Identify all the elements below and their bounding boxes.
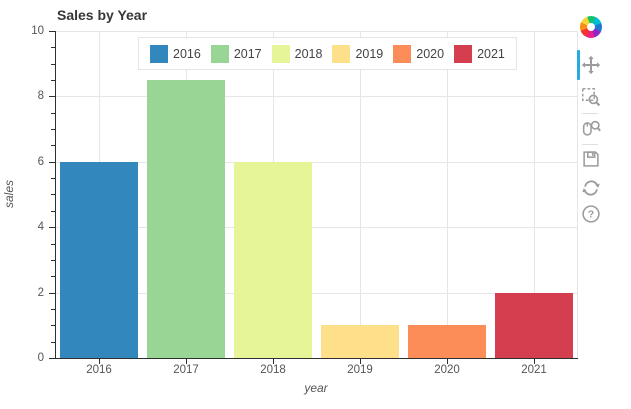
y-tick bbox=[49, 358, 55, 359]
reset-icon bbox=[582, 180, 600, 196]
gridline-y-10 bbox=[55, 31, 577, 32]
bar-2016 bbox=[60, 162, 138, 358]
legend-label: 2016 bbox=[173, 46, 201, 61]
legend-label: 2019 bbox=[355, 46, 384, 61]
x-tick-label: 2017 bbox=[173, 364, 199, 376]
help-icon: ? bbox=[582, 205, 600, 223]
y-tick bbox=[51, 342, 55, 343]
y-tick bbox=[51, 211, 55, 212]
gridline-x-2021 bbox=[534, 31, 535, 358]
legend-entry-2020: 2020 bbox=[393, 44, 445, 63]
gridline-y-2 bbox=[55, 293, 577, 294]
x-tick bbox=[99, 358, 100, 364]
gridline-x-2019 bbox=[360, 31, 361, 358]
y-tick-label: 10 bbox=[31, 25, 44, 37]
bar-2017 bbox=[147, 80, 225, 358]
y-tick-label: 8 bbox=[37, 90, 44, 102]
bar-2020 bbox=[408, 325, 486, 358]
pan-tool-button[interactable] bbox=[579, 53, 603, 77]
y-tick bbox=[51, 80, 55, 81]
y-tick-label: 2 bbox=[37, 287, 44, 299]
y-tick bbox=[51, 325, 55, 326]
pan-icon bbox=[581, 55, 601, 75]
y-tick-label: 6 bbox=[37, 156, 44, 168]
x-tick bbox=[360, 358, 361, 364]
box-zoom-icon bbox=[582, 88, 601, 107]
y-tick bbox=[51, 194, 55, 195]
reset-tool-button[interactable] bbox=[579, 176, 603, 200]
x-tick-label: 2020 bbox=[434, 364, 460, 376]
y-tick bbox=[51, 64, 55, 65]
plot-frame[interactable] bbox=[55, 31, 578, 358]
legend-entry-2016: 2016 bbox=[150, 44, 201, 63]
bar-2019 bbox=[321, 325, 399, 358]
y-tick bbox=[51, 260, 55, 261]
x-tick bbox=[273, 358, 274, 364]
y-tick bbox=[51, 145, 55, 146]
y-tick-label: 0 bbox=[37, 352, 44, 364]
x-tick bbox=[534, 358, 535, 364]
y-tick bbox=[51, 47, 55, 48]
gridline-y-4 bbox=[55, 227, 577, 228]
wheel-zoom-tool-button[interactable] bbox=[579, 116, 603, 140]
legend-entry-2017: 2017 bbox=[210, 44, 262, 63]
legend-swatch-2018 bbox=[271, 44, 290, 63]
y-axis-label: sales bbox=[2, 179, 16, 209]
y-tick bbox=[49, 96, 55, 97]
save-tool-button[interactable] bbox=[579, 147, 603, 171]
legend: 2016 2017 2018 2019 2020 2021 bbox=[138, 37, 517, 70]
y-tick bbox=[49, 162, 55, 163]
legend-swatch-2021 bbox=[454, 44, 473, 63]
x-tick bbox=[186, 358, 187, 364]
legend-label: 2021 bbox=[477, 46, 505, 61]
y-tick bbox=[51, 178, 55, 179]
y-tick bbox=[51, 129, 55, 130]
chart-title: Sales by Year bbox=[57, 7, 148, 23]
y-tick bbox=[49, 227, 55, 228]
x-axis-label: year bbox=[304, 381, 328, 395]
legend-label: 2017 bbox=[233, 46, 262, 61]
bar-2018 bbox=[234, 162, 312, 358]
x-tick-label: 2018 bbox=[260, 364, 286, 376]
gridline-x-2020 bbox=[447, 31, 448, 358]
legend-entry-2019: 2019 bbox=[332, 44, 384, 63]
gridline-y-6 bbox=[55, 162, 577, 163]
save-icon bbox=[583, 151, 599, 167]
x-tick-label: 2016 bbox=[86, 364, 112, 376]
legend-swatch-2016 bbox=[150, 44, 168, 63]
y-tick bbox=[49, 293, 55, 294]
wheel-zoom-icon bbox=[582, 120, 601, 136]
x-tick-label: 2019 bbox=[347, 364, 373, 376]
y-tick-label: 4 bbox=[37, 221, 44, 233]
legend-label: 2020 bbox=[416, 46, 445, 61]
toolbar-divider bbox=[582, 143, 598, 145]
help-tool-button[interactable]: ? bbox=[579, 202, 603, 226]
y-tick bbox=[51, 244, 55, 245]
legend-label: 2018 bbox=[294, 46, 323, 61]
svg-text:?: ? bbox=[588, 209, 594, 221]
toolbar-divider bbox=[582, 112, 598, 114]
legend-swatch-2020 bbox=[393, 44, 412, 63]
y-tick bbox=[51, 113, 55, 114]
bokeh-logo[interactable] bbox=[580, 16, 602, 38]
legend-swatch-2017 bbox=[210, 44, 229, 63]
legend-swatch-2019 bbox=[332, 44, 351, 63]
y-tick bbox=[51, 309, 55, 310]
box-zoom-tool-button[interactable] bbox=[579, 85, 603, 109]
x-axis-line bbox=[55, 358, 578, 359]
legend-entry-2018: 2018 bbox=[271, 44, 323, 63]
active-tool-indicator bbox=[577, 50, 580, 80]
y-tick bbox=[51, 276, 55, 277]
y-axis-line bbox=[55, 31, 56, 358]
x-tick bbox=[447, 358, 448, 364]
bar-2021 bbox=[495, 293, 573, 358]
x-tick-label: 2021 bbox=[521, 364, 547, 376]
gridline-y-8 bbox=[55, 96, 577, 97]
y-tick bbox=[49, 31, 55, 32]
legend-entry-2021: 2021 bbox=[454, 44, 505, 63]
